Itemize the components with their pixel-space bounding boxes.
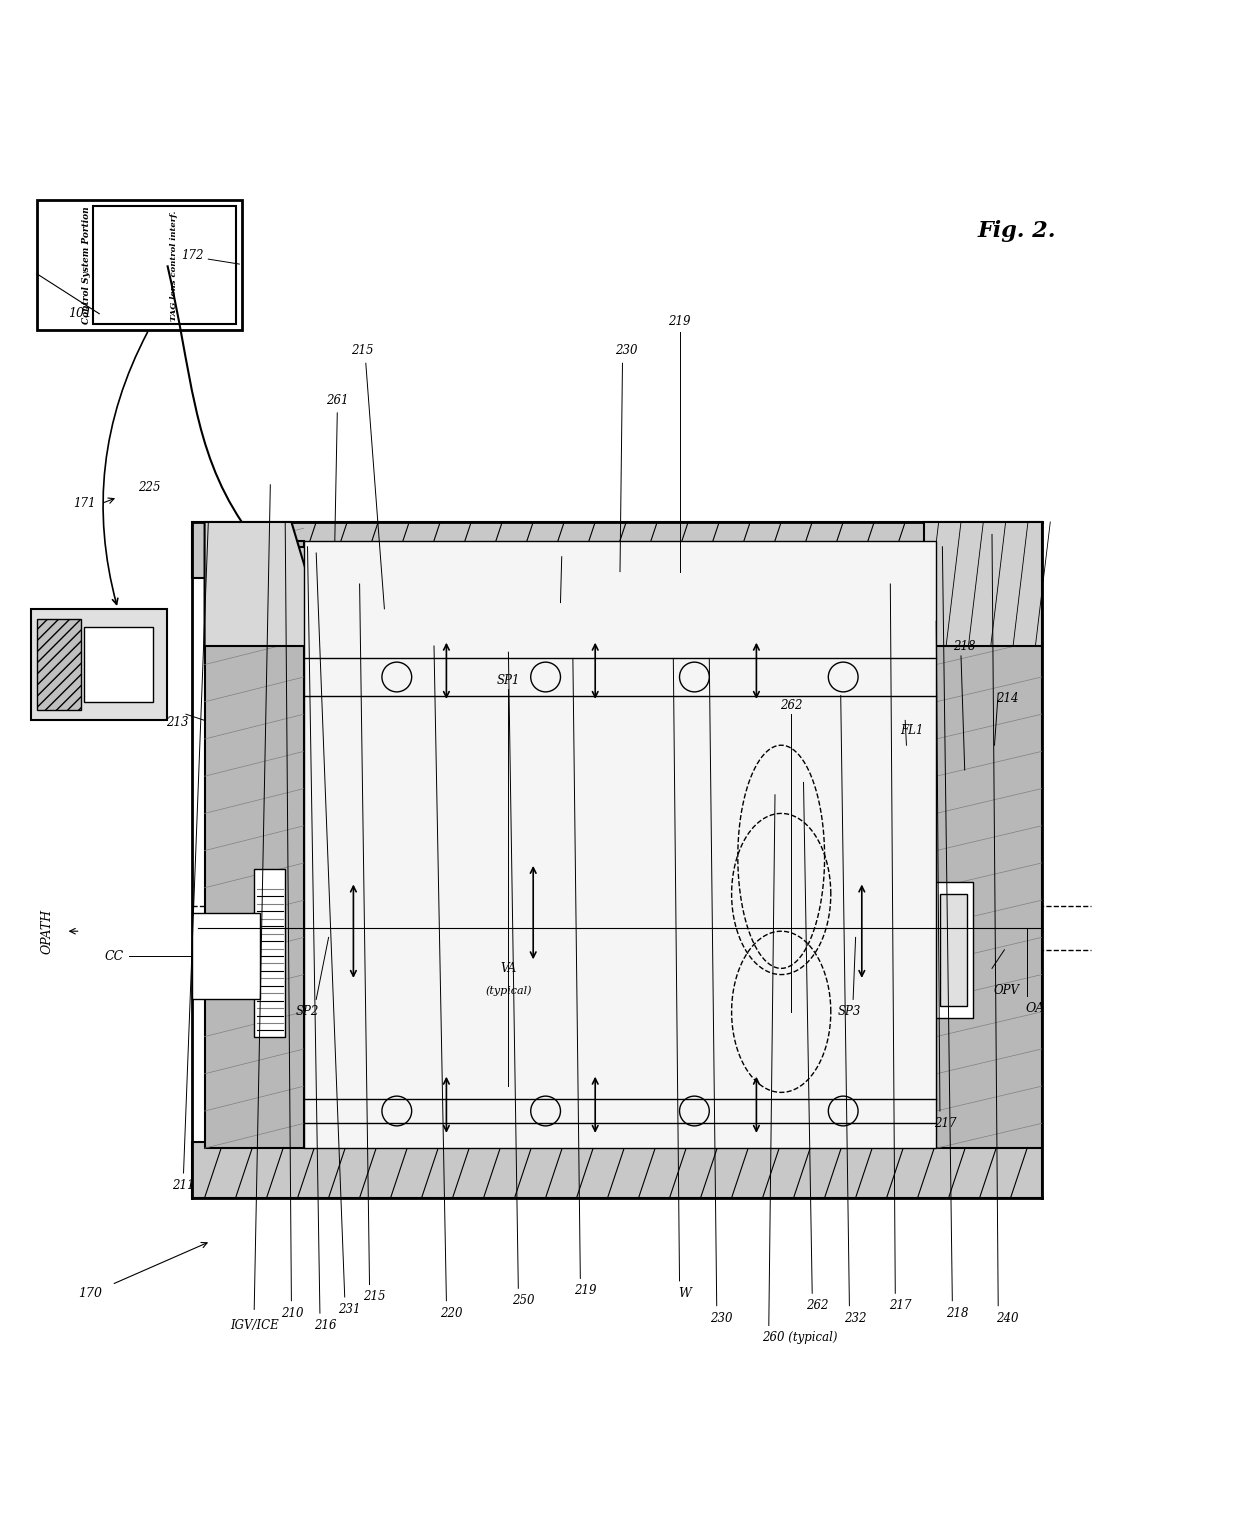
Text: 262: 262 xyxy=(780,699,802,711)
Bar xyxy=(192,522,1042,578)
Text: 172: 172 xyxy=(181,249,203,262)
Bar xyxy=(936,881,973,1018)
Text: 250: 250 xyxy=(512,1294,534,1307)
Text: 225: 225 xyxy=(138,480,160,494)
Text: 217: 217 xyxy=(889,1300,911,1312)
Text: 230: 230 xyxy=(711,1312,733,1324)
Text: 211: 211 xyxy=(172,1180,195,1192)
Text: SP2: SP2 xyxy=(296,1006,319,1018)
Text: 218: 218 xyxy=(954,639,976,653)
Text: Control System Portion: Control System Portion xyxy=(82,206,92,323)
Bar xyxy=(936,541,1042,1149)
Text: OPATH: OPATH xyxy=(41,909,53,953)
Text: 213: 213 xyxy=(166,716,188,730)
Polygon shape xyxy=(205,522,329,645)
Text: 262: 262 xyxy=(806,1300,828,1312)
Bar xyxy=(254,869,285,1036)
Text: 261: 261 xyxy=(326,394,348,407)
Text: Fig. 2.: Fig. 2. xyxy=(977,220,1056,242)
Text: SP1: SP1 xyxy=(497,675,520,687)
Text: 260 (typical): 260 (typical) xyxy=(763,1332,837,1344)
Text: 220: 220 xyxy=(440,1306,463,1320)
Text: VA: VA xyxy=(500,962,517,975)
Text: 231: 231 xyxy=(339,1303,361,1315)
Bar xyxy=(37,619,81,710)
Text: 214: 214 xyxy=(996,691,1018,705)
Bar xyxy=(205,541,304,1149)
Text: 219: 219 xyxy=(668,314,691,328)
Text: 218: 218 xyxy=(946,1306,968,1320)
Bar xyxy=(93,206,236,323)
Text: 171: 171 xyxy=(73,497,95,510)
Text: TAG lens control interf.: TAG lens control interf. xyxy=(170,209,177,320)
Text: 219: 219 xyxy=(574,1284,596,1297)
Text: 210: 210 xyxy=(281,1306,304,1320)
Text: OPV: OPV xyxy=(994,984,1019,998)
Text: W: W xyxy=(678,1287,691,1300)
Bar xyxy=(192,913,260,999)
Bar xyxy=(924,522,1042,645)
Text: 230: 230 xyxy=(615,345,637,357)
Text: (typical): (typical) xyxy=(485,986,532,996)
Text: 215: 215 xyxy=(351,345,373,357)
Bar xyxy=(304,541,936,1149)
Text: SP3: SP3 xyxy=(838,1006,861,1018)
Bar xyxy=(205,547,329,633)
Text: 232: 232 xyxy=(844,1312,867,1324)
Text: 216: 216 xyxy=(314,1320,336,1332)
Text: IGV/ICE: IGV/ICE xyxy=(229,1320,279,1332)
Text: 217: 217 xyxy=(934,1116,956,1130)
Bar xyxy=(37,200,242,330)
Text: CC: CC xyxy=(104,950,124,962)
Bar xyxy=(940,895,967,1006)
Text: 215: 215 xyxy=(363,1291,386,1303)
Text: FL1: FL1 xyxy=(900,724,923,736)
Text: 170: 170 xyxy=(78,1287,103,1300)
Text: 101: 101 xyxy=(68,306,93,320)
Bar xyxy=(31,608,167,721)
Text: 240: 240 xyxy=(996,1312,1018,1324)
Bar xyxy=(192,1143,1042,1198)
Bar xyxy=(84,627,153,702)
Text: OA: OA xyxy=(1025,1001,1045,1015)
